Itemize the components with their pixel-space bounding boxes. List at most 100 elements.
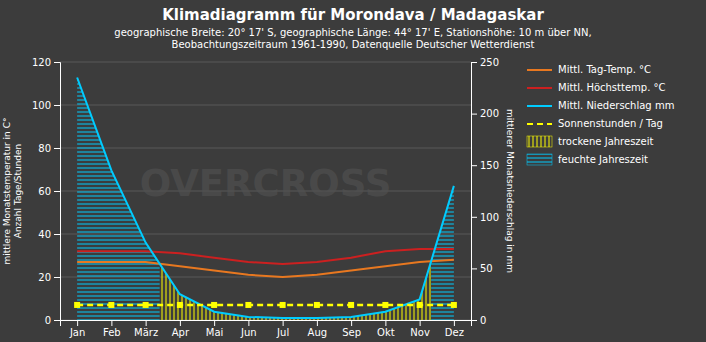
legend-item: Mittl. Niederschlag mm <box>527 100 674 111</box>
legend-label: Mittl. Niederschlag mm <box>558 100 674 111</box>
y2-axis-tick-mark <box>471 217 477 218</box>
series-marker <box>451 302 457 308</box>
y-axis-tick-mark <box>54 105 60 106</box>
x-axis-tick-label: Sep <box>342 327 361 338</box>
x-axis-tick-label: Jan <box>69 327 85 338</box>
y-axis-tick-label: 100 <box>32 100 51 111</box>
legend-label: feuchte Jahreszeit <box>558 154 648 165</box>
y-axis-tick-mark <box>54 62 60 63</box>
x-axis-tick: Mai <box>206 320 224 338</box>
legend-item: trockene Jahreszeit <box>527 136 654 147</box>
y2-axis-tick-mark <box>471 62 477 63</box>
series-marker <box>280 302 286 308</box>
title: Klimadiagramm für Morondava / Madagaskar <box>162 6 544 24</box>
y2-axis-tick-label: 250 <box>480 57 499 68</box>
x-axis-tick-mark <box>385 320 386 326</box>
y2-axis-tick-label: 200 <box>480 108 499 119</box>
x-axis-tick-mark <box>283 320 284 326</box>
legend-swatch <box>527 105 552 107</box>
chart-svg: Klimadiagramm für Morondava / Madagaskar… <box>0 0 706 342</box>
x-axis-tick-label: Feb <box>103 327 121 338</box>
x-axis-tick: Jul <box>276 320 289 338</box>
x-axis-tick-mark <box>214 320 215 326</box>
grid-line <box>60 62 471 63</box>
y-axis-tick-label: 60 <box>38 186 51 197</box>
y-axis-tick: 40 <box>38 229 60 240</box>
y-axis-tick: 80 <box>38 143 60 154</box>
y-axis-tick-mark <box>54 234 60 235</box>
y2-axis-tick-mark <box>471 268 477 269</box>
y2-axis-tick-label: 100 <box>480 212 499 223</box>
y2-axis-tick: 250 <box>471 57 499 68</box>
legend-label: Mittl. Tag-Temp. °C <box>558 64 651 75</box>
y2-axis-title: mittlerer Monatsniederschlag in mm <box>505 109 515 273</box>
x-axis-tick-mark <box>317 320 318 326</box>
legend-item: feuchte Jahreszeit <box>527 154 648 165</box>
y-axis: 0 20 40 60 80 100 120 <box>32 57 61 326</box>
y-axis-tick: 20 <box>38 272 60 283</box>
y-axis-tick-label: 40 <box>38 229 51 240</box>
y-axis-title: mittlere Monatstemperatur in C°Anzahl Ta… <box>2 118 23 265</box>
x-axis-tick-label: Jul <box>276 327 289 338</box>
x-axis-tick: Feb <box>103 320 121 338</box>
y-axis-tick: 100 <box>32 100 60 111</box>
y2-axis-tick-label: 0 <box>480 315 486 326</box>
subtitle: geographische Breite: 20° 17' S, geograp… <box>114 27 591 38</box>
x-axis-tick-label: Dez <box>445 327 464 338</box>
y-axis-tick-mark <box>54 320 60 321</box>
season-area <box>160 261 431 320</box>
legend-swatch <box>527 154 552 165</box>
series-marker <box>74 302 80 308</box>
series-marker <box>108 302 114 308</box>
x-axis-tick: März <box>134 320 158 338</box>
y2-axis-tick-mark <box>471 114 477 115</box>
series-line <box>77 249 454 264</box>
x-axis-tick-mark <box>77 320 78 326</box>
x-axis-tick-mark <box>420 320 421 326</box>
x-axis-tick: Dez <box>445 320 464 338</box>
grid-line <box>60 148 471 149</box>
lines <box>74 77 457 317</box>
series-marker <box>314 302 320 308</box>
y2-axis-tick-label: 50 <box>480 263 493 274</box>
x-axis-tick: Sep <box>342 320 361 338</box>
y2-axis-tick: 0 <box>471 315 486 326</box>
x-axis-tick-mark <box>111 320 112 326</box>
y2-axis: 0 50 100 150 200 250 <box>471 57 499 326</box>
y-axis-tick: 60 <box>38 186 60 197</box>
x-axis-tick-mark <box>454 320 455 326</box>
y2-axis-tick-label: 150 <box>480 160 499 171</box>
y-axis-tick-label: 0 <box>45 315 51 326</box>
x-axis-tick: Jan <box>69 320 85 338</box>
areas <box>77 77 454 320</box>
y-axis-tick-mark <box>54 191 60 192</box>
y2-axis-tick: 100 <box>471 212 499 223</box>
series-marker <box>211 302 217 308</box>
x-axis-tick: Nov <box>410 320 430 338</box>
x-axis-tick: Apr <box>172 320 190 338</box>
y-axis-tick-mark <box>54 148 60 149</box>
series-line <box>77 304 454 307</box>
legend-swatch <box>527 136 552 147</box>
y-axis-tick: 120 <box>32 57 60 68</box>
x-axis-tick-label: Apr <box>172 327 190 338</box>
legend-item: Sonnenstunden / Tag <box>527 118 663 129</box>
x-axis-tick: Aug <box>308 320 328 338</box>
legend: Mittl. Tag-Temp. °C Mittl. Höchsttemp. °C… <box>527 64 674 165</box>
y-axis-tick: 0 <box>45 315 60 326</box>
grid-line <box>60 105 471 106</box>
x-axis: JanFebMärzAprMaiJunJulAugSepOktNovDez <box>61 320 472 338</box>
legend-label: Sonnenstunden / Tag <box>558 118 663 129</box>
x-axis-tick-label: Okt <box>377 327 395 338</box>
x-axis-tick-label: Aug <box>308 327 328 338</box>
legend-item: Mittl. Höchsttemp. °C <box>527 82 666 93</box>
x-axis-tick-label: März <box>134 327 158 338</box>
x-axis-tick-label: Mai <box>206 327 224 338</box>
x-axis-tick-label: Nov <box>410 327 430 338</box>
legend-swatch <box>527 69 552 71</box>
legend-label: trockene Jahreszeit <box>558 136 654 147</box>
chart-container: Klimadiagramm für Morondava / Madagaskar… <box>0 0 706 342</box>
y-axis-tick-label: 80 <box>38 143 51 154</box>
series-marker <box>143 302 149 308</box>
series-marker <box>417 302 423 308</box>
